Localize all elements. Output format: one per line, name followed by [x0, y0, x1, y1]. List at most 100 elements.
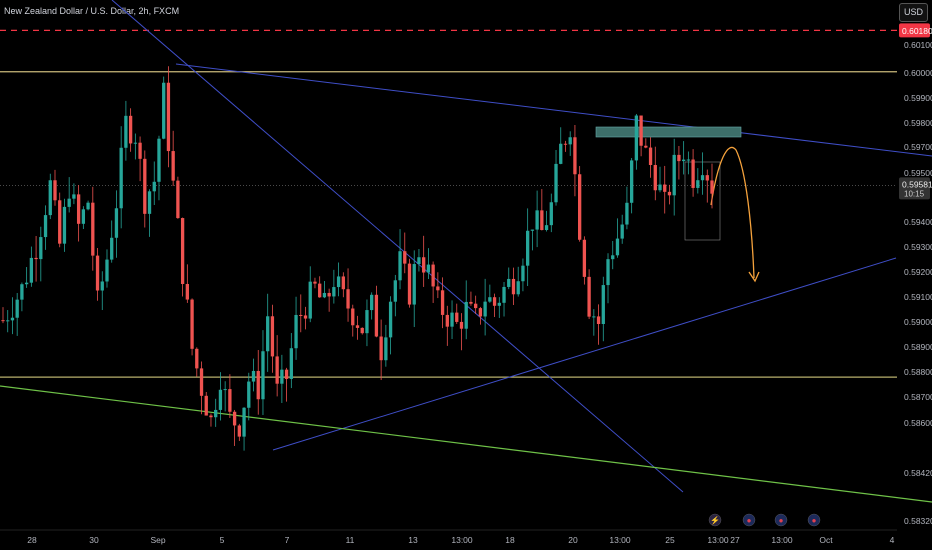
- y-tick-label: 0.60000: [904, 68, 932, 78]
- candle-body: [81, 209, 86, 224]
- currency-button[interactable]: USD: [899, 3, 928, 22]
- candle-body: [615, 238, 620, 256]
- candle-body: [313, 281, 317, 284]
- candle-body: [294, 314, 298, 349]
- candle-body: [185, 283, 189, 300]
- candle-body: [72, 194, 76, 199]
- candle-body: [327, 292, 331, 297]
- projection-arrowhead: [748, 271, 760, 283]
- candle-body: [426, 264, 431, 273]
- candle-body: [100, 281, 104, 291]
- x-tick-label: 13:00: [707, 535, 729, 545]
- candle-body: [86, 202, 90, 210]
- candle-body: [554, 163, 558, 203]
- candle-body: [700, 175, 705, 181]
- x-tick-label: 5: [220, 535, 225, 545]
- y-tick-label: 0.59800: [904, 118, 932, 128]
- candle-body: [261, 351, 265, 400]
- candle-body: [34, 257, 38, 260]
- candle-body: [634, 115, 639, 161]
- candle-body: [10, 317, 15, 321]
- candle-body: [379, 336, 383, 361]
- candle-body: [384, 337, 388, 361]
- candle-body: [232, 411, 237, 426]
- candle-body: [308, 281, 312, 319]
- x-tick-label: 4: [890, 535, 895, 545]
- candle-body: [360, 327, 364, 334]
- y-tick-label: 0.59200: [904, 267, 932, 277]
- trendline-upper: [175, 63, 932, 157]
- event-us-flag-icon: [807, 513, 821, 527]
- candle-body: [587, 276, 591, 317]
- candle-body: [445, 314, 449, 327]
- x-tick-label: 13:00: [771, 535, 793, 545]
- event-lightning-icon: [708, 513, 722, 527]
- candle-body: [365, 310, 369, 334]
- candle-body: [24, 282, 29, 285]
- candle-body: [318, 283, 322, 298]
- candle-body: [601, 285, 605, 324]
- candle-body: [393, 280, 397, 302]
- candle-body: [270, 316, 275, 357]
- candle-body: [667, 191, 672, 196]
- candle-body: [696, 180, 700, 188]
- candle-body: [417, 257, 421, 265]
- candle-body: [492, 297, 497, 306]
- candle-body: [176, 180, 180, 219]
- candle-body: [242, 407, 246, 437]
- candle-body: [478, 308, 483, 317]
- candle-body: [374, 294, 379, 337]
- candle-body: [407, 263, 412, 305]
- candle-body: [436, 286, 440, 291]
- candle-body: [540, 210, 544, 231]
- countdown-label: 10:15: [904, 189, 925, 198]
- candle-body: [459, 321, 464, 329]
- candle-body: [91, 202, 95, 256]
- candle-body: [152, 181, 156, 192]
- x-tick-label: 13: [408, 535, 418, 545]
- y-tick-label: 0.59100: [904, 292, 932, 302]
- x-tick-label: 20: [568, 535, 578, 545]
- y-tick-label: 0.58420: [904, 468, 932, 478]
- y-tick-label: 0.60100: [904, 40, 932, 50]
- candle-body: [58, 200, 62, 244]
- y-tick-label: 0.59500: [904, 168, 932, 178]
- x-tick-label: 13:00: [451, 535, 473, 545]
- candle-body: [672, 154, 676, 196]
- trendline-descending-steep: [111, 0, 684, 493]
- candle-body: [681, 159, 686, 162]
- y-tick-label: 0.59400: [904, 217, 932, 227]
- current-price-tag: [899, 177, 930, 200]
- y-tick-label: 0.59300: [904, 242, 932, 252]
- candle-body: [256, 370, 260, 400]
- candle-body: [559, 143, 563, 164]
- candle-body: [143, 158, 147, 214]
- candle-body: [346, 289, 350, 309]
- y-tick-label: 0.58600: [904, 418, 932, 428]
- candle-body: [422, 257, 426, 273]
- candle-body: [516, 281, 520, 295]
- candle-body: [705, 175, 709, 181]
- x-tick-label: Sep: [150, 535, 165, 545]
- event-us-flag-icon: [774, 513, 788, 527]
- y-tick-label: 0.58700: [904, 392, 932, 402]
- candle-body: [644, 145, 648, 148]
- candle-body: [180, 218, 185, 284]
- candle-body: [582, 239, 587, 277]
- candle-body: [280, 369, 284, 384]
- candle-body: [355, 325, 360, 328]
- candle-body: [119, 147, 123, 209]
- candle-body: [677, 154, 681, 162]
- candle-body: [76, 194, 81, 224]
- candle-body: [497, 302, 501, 306]
- x-tick-label: Oct: [819, 535, 833, 545]
- candle-body: [299, 314, 303, 316]
- candle-body: [289, 348, 293, 379]
- event-glyph: ●: [747, 516, 752, 525]
- candle-body: [606, 259, 610, 286]
- candle-body: [133, 142, 138, 144]
- candle-body: [639, 115, 643, 146]
- candle-body: [199, 368, 204, 396]
- projection-arrow: [710, 147, 755, 279]
